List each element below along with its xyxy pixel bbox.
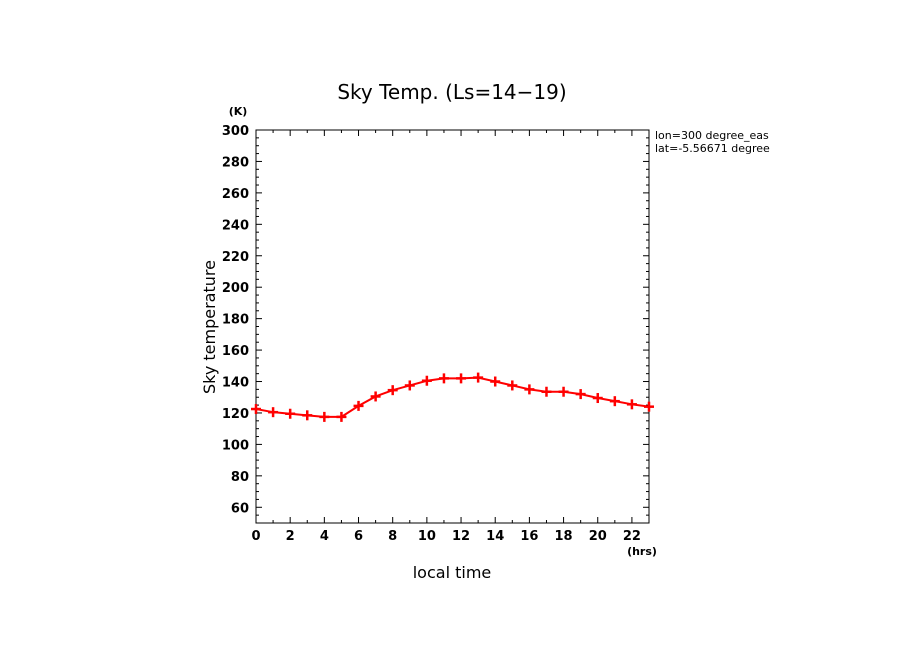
y-tick-label: 120 — [222, 407, 249, 422]
x-tick-label: 6 — [354, 529, 363, 544]
x-tick-label: 14 — [486, 529, 504, 544]
data-point-marker — [353, 400, 364, 411]
data-point-marker — [541, 386, 552, 397]
data-point-marker — [626, 399, 637, 410]
data-point-marker — [251, 404, 261, 415]
annotation-lon: lon=300 degree_eas — [655, 129, 769, 142]
y-tick-label: 280 — [222, 155, 249, 170]
y-tick-label: 240 — [222, 218, 249, 233]
x-axis-label: local time — [413, 563, 492, 582]
y-tick-label: 100 — [222, 438, 249, 453]
y-tick-label: 60 — [231, 501, 249, 516]
chart-title: Sky Temp. (Ls=14−19) — [337, 80, 566, 104]
data-point-marker — [268, 407, 279, 418]
x-tick-label: 20 — [589, 529, 607, 544]
x-tick-label: 8 — [388, 529, 397, 544]
data-point-marker — [490, 376, 501, 387]
series-line — [255, 376, 650, 418]
x-tick-label: 4 — [320, 529, 329, 544]
x-tick-label: 12 — [452, 529, 470, 544]
y-tick-label: 80 — [231, 470, 249, 485]
data-point-marker — [319, 411, 330, 422]
x-tick-label: 2 — [286, 529, 295, 544]
x-tick-label: 0 — [251, 529, 260, 544]
annotation-lat: lat=-5.56671 degree — [655, 142, 770, 155]
data-point-marker — [456, 373, 467, 384]
data-point-marker — [592, 393, 603, 404]
y-axis-label: Sky temperature — [200, 260, 219, 394]
data-point-marker — [336, 411, 347, 422]
x-tick-label: 16 — [520, 529, 538, 544]
y-tick-label: 220 — [222, 250, 249, 265]
x-tick-label: 22 — [623, 529, 641, 544]
data-point-marker — [387, 385, 398, 396]
data-point-marker — [644, 401, 654, 412]
data-point-marker — [524, 384, 535, 395]
data-point-marker — [404, 380, 415, 391]
x-axis-unit: (hrs) — [627, 545, 657, 558]
data-point-marker — [473, 372, 484, 383]
data-point-marker — [370, 391, 381, 402]
y-tick-label: 260 — [222, 187, 249, 202]
y-tick-label: 140 — [222, 376, 249, 391]
data-point-marker — [609, 396, 620, 407]
series-layer — [251, 372, 654, 422]
x-tick-label: 18 — [555, 529, 573, 544]
y-tick-label: 160 — [222, 344, 249, 359]
data-point-marker — [558, 386, 569, 397]
data-point-marker — [507, 380, 518, 391]
y-tick-label: 200 — [222, 281, 249, 296]
axes: 0 2 4 6 8 10 12 14 16 18 20 22 60 80 100 120 140 160 180 20… — [222, 124, 650, 544]
plot-frame — [255, 129, 650, 524]
y-tick-label: 180 — [222, 313, 249, 328]
data-point-marker — [421, 375, 432, 386]
x-tick-label: 10 — [418, 529, 436, 544]
y-tick-label: 300 — [222, 124, 249, 139]
data-point-marker — [438, 373, 449, 384]
data-point-marker — [575, 389, 586, 400]
data-point-marker — [285, 408, 296, 419]
data-point-marker — [302, 410, 313, 421]
y-axis-unit: (K) — [229, 105, 248, 118]
